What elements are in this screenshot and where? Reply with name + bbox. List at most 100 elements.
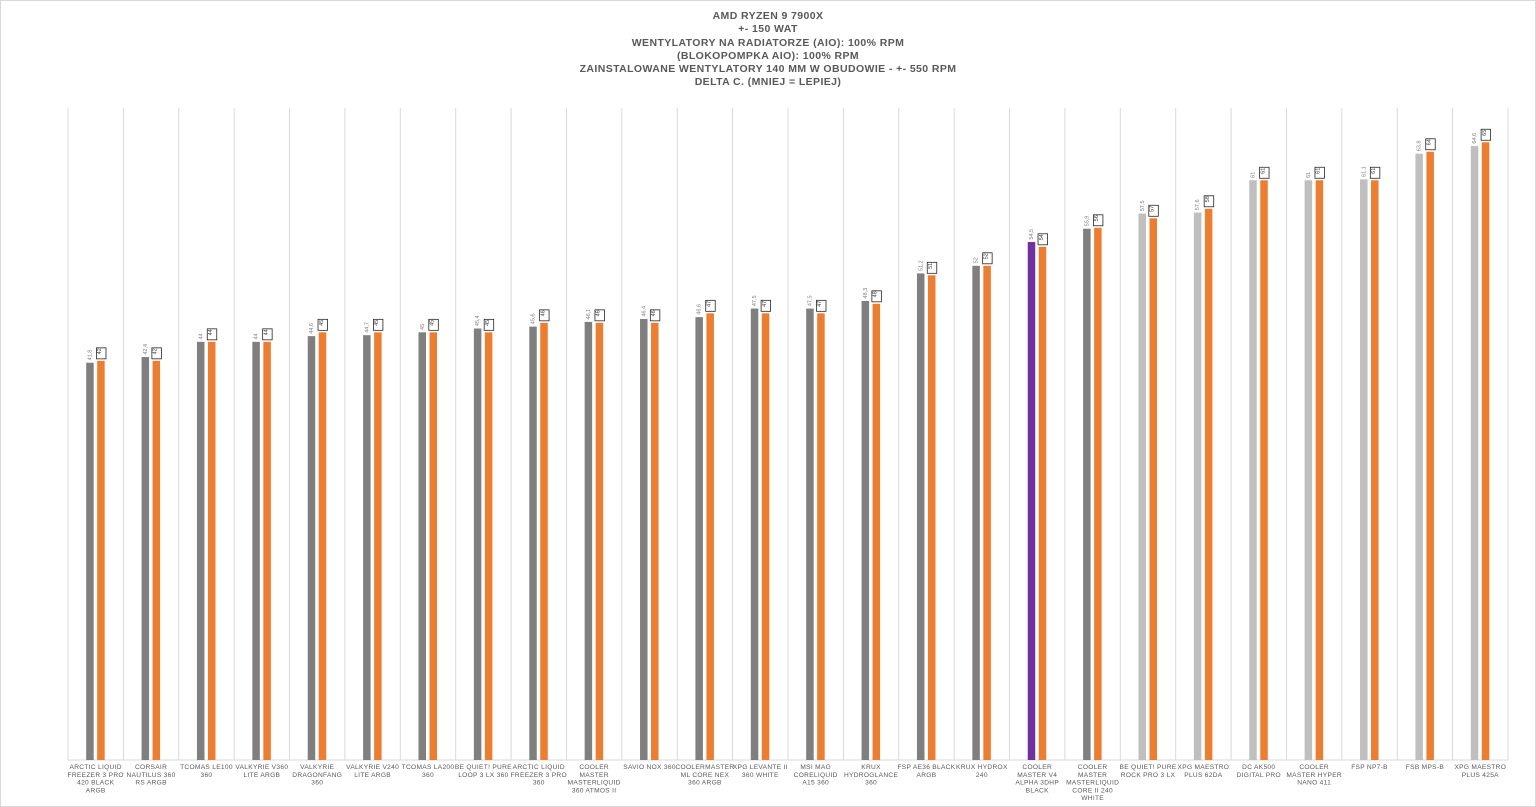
category-label: MASTERLIQUID xyxy=(568,780,621,787)
value-label-series-2: 57 xyxy=(1150,206,1156,212)
bar-series-1 xyxy=(750,308,759,760)
category-label: XPG MAESTRO xyxy=(1178,764,1230,771)
value-label-series-2: 47 xyxy=(817,301,823,307)
category-label: NANO 411 xyxy=(1297,780,1331,787)
value-label-box xyxy=(1369,166,1381,179)
category-label: XPG LEVANTE II xyxy=(733,764,788,771)
bar-series-1 xyxy=(1138,213,1146,761)
category-label: RS ARGB xyxy=(135,780,167,787)
category-label: FSP NP7-B xyxy=(1351,764,1388,771)
category-label: MASTERLIQUID xyxy=(1066,780,1119,787)
value-label-series-1: 64,6 xyxy=(1472,133,1478,144)
bar-series-1 xyxy=(972,265,980,760)
category-label: FSB MPS-B xyxy=(1406,764,1445,771)
title-line-metric: DELTA C. (MNIEJ = LEPIEJ) xyxy=(694,76,842,89)
category-label: COOLER xyxy=(1078,764,1108,771)
category-label: MASTER xyxy=(1078,772,1107,779)
value-label-series-1: 47,5 xyxy=(807,295,813,306)
category-label: ML CORE NEX xyxy=(681,772,730,779)
category-label: DC AK500 xyxy=(1242,764,1275,771)
category-label: CORELIQUID xyxy=(794,772,838,779)
bar-series-2 xyxy=(263,341,271,760)
category-label: ALPHA 3DHP xyxy=(1015,780,1059,787)
category-label: PLUS 425A xyxy=(1462,772,1499,779)
category-label: ARGB xyxy=(917,772,937,779)
category-label: COOLERMASTER xyxy=(675,764,734,771)
category-label: FREEZER 3 PRO xyxy=(68,772,124,779)
value-label-series-2: 45 xyxy=(374,320,380,326)
bar-series-1 xyxy=(695,317,703,760)
bar-series-2 xyxy=(1204,208,1213,760)
category-label: TCOMAS LE100 xyxy=(180,764,233,771)
value-label-series-1: 48,3 xyxy=(863,288,869,299)
bar-series-1 xyxy=(640,319,648,760)
value-label-series-1: 57,6 xyxy=(1195,199,1201,210)
value-label-series-2: 46 xyxy=(540,310,546,316)
value-label-series-1: 54,5 xyxy=(1029,229,1035,240)
value-label-box xyxy=(594,309,605,322)
category-label: VALKYRIE V360 xyxy=(235,764,288,771)
value-label-series-2: 65 xyxy=(1482,130,1488,136)
category-label: COOLER xyxy=(1299,764,1329,771)
bar-series-1 xyxy=(1083,228,1091,760)
category-label: VALKYRIE xyxy=(300,764,334,771)
value-label-series-1: 44,7 xyxy=(364,322,370,333)
category-label: PLUS 62DA xyxy=(1184,772,1223,779)
bar-series-2 xyxy=(484,332,493,760)
category-label: WHITE xyxy=(1081,795,1104,802)
value-label-box xyxy=(1425,138,1436,151)
value-label-series-1: 41,8 xyxy=(87,350,93,361)
bar-series-2 xyxy=(152,360,161,760)
bar-series-1 xyxy=(1360,179,1368,760)
category-label: COOLER xyxy=(579,764,609,771)
value-label-box xyxy=(96,347,107,360)
category-label: 420 BLACK xyxy=(77,780,114,787)
bar-series-1 xyxy=(1415,153,1423,760)
value-label-series-2: 61 xyxy=(1371,168,1377,174)
category-label: MASTER xyxy=(580,772,609,779)
category-label: CORE II 240 xyxy=(1072,787,1113,794)
value-label-series-2: 47 xyxy=(762,301,768,307)
category-label: XPG MAESTRO xyxy=(1454,764,1506,771)
value-label-box xyxy=(428,318,439,331)
value-label-series-1: 61 xyxy=(1251,172,1257,178)
title-line-cpu: AMD RYZEN 9 7900X xyxy=(712,10,824,22)
category-label: 360 xyxy=(865,780,877,787)
value-label-series-2: 52 xyxy=(983,253,989,259)
category-label: VALKYRIE V240 xyxy=(346,764,399,771)
value-label-box xyxy=(1480,128,1492,141)
category-label: MASTER HYPER xyxy=(1286,772,1342,779)
title-line-case-fans: ZAINSTALOWANE WENTYLATORY 140 MM W OBUDO… xyxy=(579,63,957,76)
category-label: ARGB xyxy=(86,787,106,794)
value-label-box xyxy=(926,261,938,274)
value-label-series-1: 61,1 xyxy=(1361,166,1367,177)
bar-series-2 xyxy=(595,322,604,760)
value-label-series-2: 54 xyxy=(1039,234,1045,240)
value-label-series-2: 58 xyxy=(1205,196,1211,202)
bar-series-2 xyxy=(429,332,437,760)
value-label-box xyxy=(1314,166,1325,179)
bar-series-2 xyxy=(983,265,991,760)
bar-series-1 xyxy=(529,326,537,760)
value-label-series-2: 64 xyxy=(1426,139,1432,145)
category-label: CORSAIR xyxy=(135,764,167,771)
bar-series-2 xyxy=(1094,227,1102,760)
value-label-box xyxy=(151,347,162,360)
value-label-series-1: 42,4 xyxy=(143,344,149,355)
value-label-series-2: 45 xyxy=(319,320,325,326)
bar-series-2 xyxy=(1371,180,1379,760)
value-label-series-2: 46 xyxy=(651,310,657,316)
bar-series-1 xyxy=(861,300,870,760)
category-label: 360 xyxy=(533,780,545,787)
bar-series-1 xyxy=(141,357,150,760)
category-label: FSP AE36 BLACK xyxy=(897,764,955,771)
bar-series-2 xyxy=(1149,218,1157,761)
category-label: HYDROGLANCE xyxy=(844,772,899,779)
bar-series-1 xyxy=(307,336,316,760)
category-label: BLACK xyxy=(1026,787,1049,794)
value-label-box xyxy=(373,318,384,331)
category-label: KRUX HYDROX xyxy=(956,764,1008,771)
bar-series-2 xyxy=(817,313,825,760)
bar-series-2 xyxy=(927,275,936,760)
